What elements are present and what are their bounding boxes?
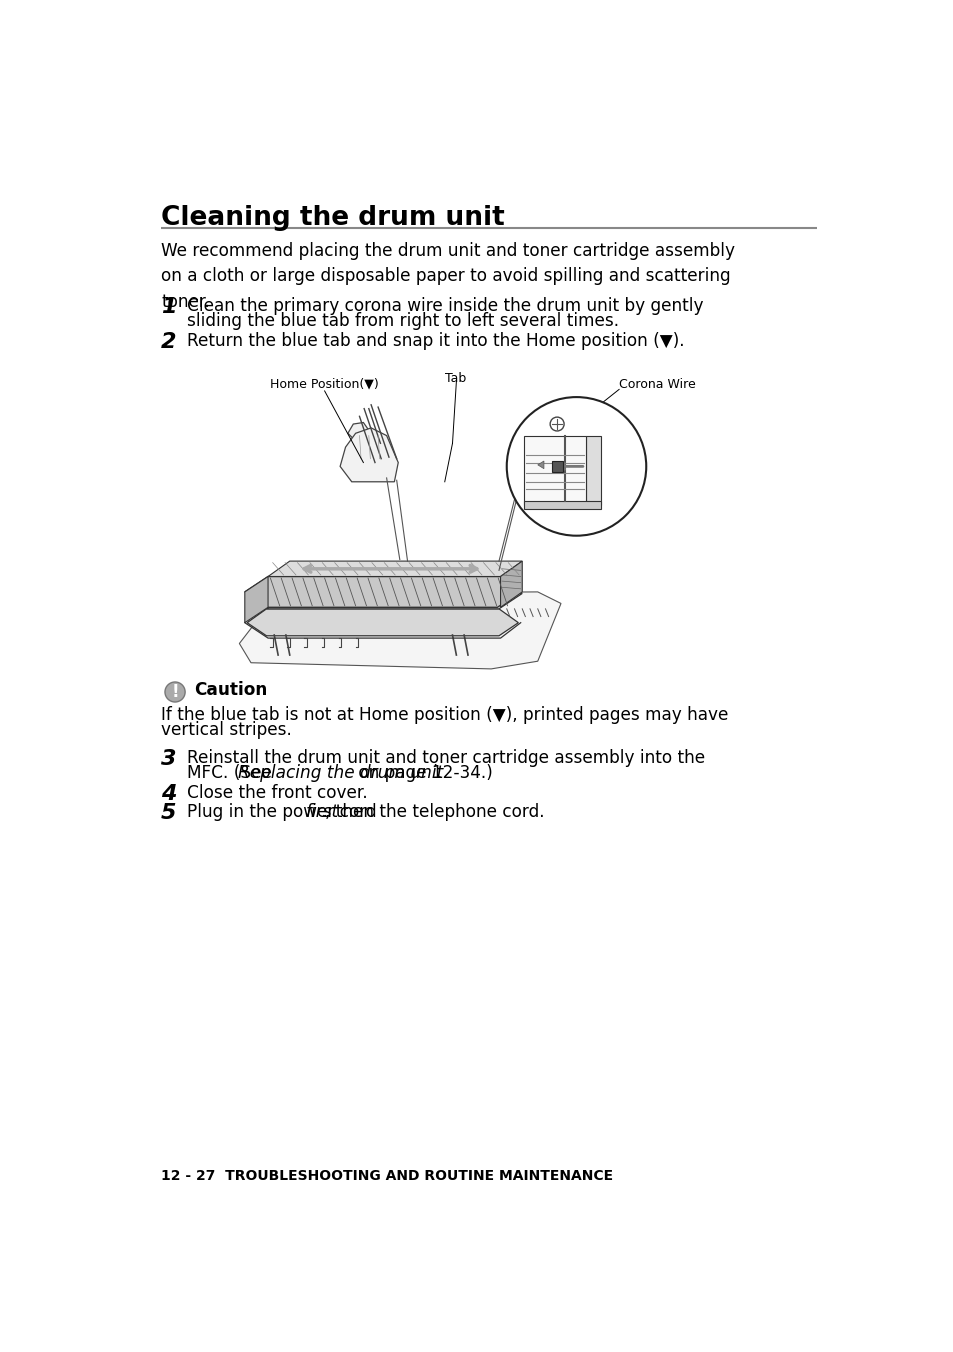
Text: , then the telephone cord.: , then the telephone cord. <box>324 803 543 821</box>
Text: We recommend placing the drum unit and toner cartridge assembly
on a cloth or la: We recommend placing the drum unit and t… <box>161 242 735 311</box>
FancyBboxPatch shape <box>585 435 600 504</box>
Polygon shape <box>239 592 560 669</box>
Circle shape <box>550 418 563 431</box>
Text: vertical stripes.: vertical stripes. <box>161 721 292 740</box>
Text: 1: 1 <box>161 297 176 316</box>
Polygon shape <box>247 608 517 635</box>
Text: Clean the primary corona wire inside the drum unit by gently: Clean the primary corona wire inside the… <box>187 297 703 315</box>
Circle shape <box>165 681 185 702</box>
Circle shape <box>506 397 645 535</box>
FancyBboxPatch shape <box>523 502 600 508</box>
Text: !: ! <box>171 683 178 700</box>
FancyBboxPatch shape <box>523 435 585 504</box>
Text: Replacing the drum unit: Replacing the drum unit <box>237 764 442 783</box>
Text: Corona Wire: Corona Wire <box>618 377 695 391</box>
Polygon shape <box>500 561 521 607</box>
Polygon shape <box>348 423 369 443</box>
Text: Home Position(▼): Home Position(▼) <box>270 377 378 391</box>
Polygon shape <box>537 461 543 469</box>
Text: 5: 5 <box>161 803 176 823</box>
Text: 12 - 27  TROUBLESHOOTING AND ROUTINE MAINTENANCE: 12 - 27 TROUBLESHOOTING AND ROUTINE MAIN… <box>161 1169 613 1183</box>
Polygon shape <box>266 594 521 608</box>
Text: first: first <box>306 803 339 821</box>
Polygon shape <box>340 427 397 481</box>
Text: 3: 3 <box>161 749 176 769</box>
Text: If the blue tab is not at Home position (▼), printed pages may have: If the blue tab is not at Home position … <box>161 706 728 723</box>
Text: sliding the blue tab from right to left several times.: sliding the blue tab from right to left … <box>187 312 618 330</box>
Polygon shape <box>245 576 268 623</box>
Text: Return the blue tab and snap it into the Home position (▼).: Return the blue tab and snap it into the… <box>187 331 684 350</box>
Text: on page 12-34.): on page 12-34.) <box>353 764 492 783</box>
Text: 2: 2 <box>161 331 176 352</box>
Polygon shape <box>268 561 521 576</box>
Text: Plug in the power cord: Plug in the power cord <box>187 803 382 821</box>
Text: Reinstall the drum unit and toner cartridge assembly into the: Reinstall the drum unit and toner cartri… <box>187 749 705 767</box>
FancyBboxPatch shape <box>551 461 562 472</box>
Text: MFC. (See: MFC. (See <box>187 764 277 783</box>
Text: Caution: Caution <box>193 680 267 699</box>
Text: Cleaning the drum unit: Cleaning the drum unit <box>161 204 504 231</box>
Polygon shape <box>245 576 520 607</box>
Text: 4: 4 <box>161 784 176 804</box>
Text: Close the front cover.: Close the front cover. <box>187 784 368 802</box>
Text: Tab: Tab <box>444 372 465 385</box>
